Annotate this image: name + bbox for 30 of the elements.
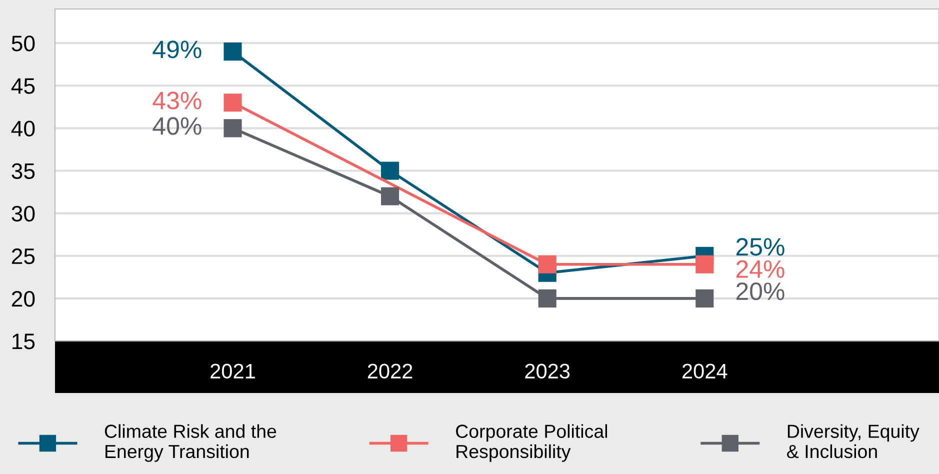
legend-label: Climate Risk and the Energy Transition bbox=[104, 424, 276, 462]
point bbox=[381, 162, 400, 180]
y-tick-label: 50 bbox=[12, 36, 35, 52]
point bbox=[696, 289, 714, 308]
y-tick-label: 15 bbox=[12, 334, 35, 350]
data-label: 24% bbox=[736, 260, 784, 278]
point bbox=[538, 255, 556, 274]
y-tick-label: 35 bbox=[12, 163, 35, 180]
data-label: 25% bbox=[736, 238, 784, 256]
y-tick-label: 20 bbox=[12, 290, 35, 307]
point bbox=[696, 255, 714, 274]
data-label: 43% bbox=[152, 92, 202, 110]
legend-label: Corporate Political Responsibility bbox=[456, 424, 608, 462]
point bbox=[538, 289, 556, 308]
point bbox=[381, 187, 400, 206]
y-tick-label: 40 bbox=[11, 120, 35, 136]
y-tick-label: 25 bbox=[12, 248, 35, 264]
y-tick-label: 45 bbox=[11, 78, 35, 94]
x-tick-label: 2021 bbox=[210, 364, 255, 379]
x-tick-label: 2024 bbox=[682, 364, 728, 379]
point bbox=[224, 119, 242, 138]
data-label: 20% bbox=[736, 282, 784, 300]
point bbox=[224, 42, 242, 61]
data-label: 49% bbox=[152, 40, 202, 58]
y-tick-label: 30 bbox=[12, 206, 35, 222]
x-tick-label: 2022 bbox=[368, 364, 412, 379]
x-tick-label: 2023 bbox=[525, 364, 570, 379]
data-label: 40% bbox=[152, 117, 202, 135]
point bbox=[224, 94, 242, 112]
legend-label: Diversity, Equity & Inclusion bbox=[787, 424, 920, 458]
